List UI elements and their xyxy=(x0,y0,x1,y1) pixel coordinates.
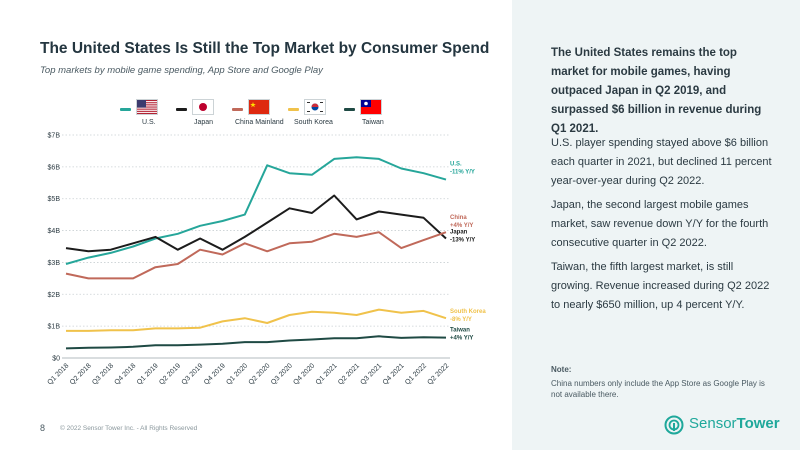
chart-series xyxy=(65,156,447,350)
insight-paragraph: Taiwan, the fifth largest market, is sti… xyxy=(551,261,770,311)
series-end-labels: U.S. -11% Y/Y Japan -13% Y/Y China +4% Y/Y Sou… xyxy=(450,162,486,342)
chart-grid xyxy=(62,134,450,359)
end-change-south-korea: -8% Y/Y xyxy=(450,317,472,323)
note-label: Note: xyxy=(551,365,572,374)
x-tick-label: Q3 2018 xyxy=(91,362,115,386)
x-tick-label: Q3 2019 xyxy=(181,362,205,386)
x-tick-label: Q1 2020 xyxy=(225,362,249,386)
us-flag-icon xyxy=(136,99,158,115)
taiwan-flag-icon xyxy=(360,99,382,115)
x-tick-label: Q2 2021 xyxy=(337,362,361,386)
legend-swatch-japan xyxy=(176,108,187,111)
china-flag-icon xyxy=(248,99,270,115)
series-line-china xyxy=(65,231,447,280)
end-label-japan: Japan xyxy=(450,230,468,236)
x-tick-label: Q1 2021 xyxy=(315,362,339,386)
page-title: The United States Is Still the Top Marke… xyxy=(40,40,490,57)
y-tick-label: $0 xyxy=(52,356,60,363)
legend-label-japan: Japan xyxy=(194,119,214,126)
x-tick-label: Q3 2020 xyxy=(270,362,294,386)
legend-label-china: China Mainland xyxy=(235,119,284,126)
series-line-taiwan xyxy=(65,335,447,350)
end-change-china: +4% Y/Y xyxy=(450,223,473,229)
x-tick-label: Q4 2020 xyxy=(292,362,316,386)
legend-label-us: U.S. xyxy=(142,119,156,126)
insights-panel xyxy=(512,0,800,450)
end-change-taiwan: +4% Y/Y xyxy=(450,336,473,342)
chart-legend: U.S. Japan China Mainland xyxy=(110,99,490,133)
end-change-u-s-: -11% Y/Y xyxy=(450,170,475,176)
chart-panel xyxy=(0,0,512,450)
x-tick-label: Q1 2019 xyxy=(136,362,160,386)
x-tick-label: Q2 2018 xyxy=(69,362,93,386)
y-tick-label: $3B xyxy=(48,260,61,267)
x-tick-label: Q4 2021 xyxy=(382,362,406,386)
x-tick-label: Q1 2022 xyxy=(404,362,428,386)
page-subtitle: Top markets by mobile game spending, App… xyxy=(40,65,323,76)
x-tick-label: Q3 2021 xyxy=(359,362,383,386)
end-label-china: China xyxy=(450,215,467,221)
y-axis-ticks: $0 $1B $2B $3B $4B $5B $6B $7B xyxy=(48,133,61,363)
y-tick-label: $4B xyxy=(48,228,61,235)
sensor-tower-logo-icon xyxy=(664,415,684,435)
y-tick-label: $6B xyxy=(48,164,61,171)
south-korea-flag-icon xyxy=(304,99,326,115)
end-label-south-korea: South Korea xyxy=(450,309,486,315)
japan-flag-icon xyxy=(192,99,214,115)
x-tick-label: Q1 2018 xyxy=(46,362,70,386)
note-text: China numbers only include the App Store… xyxy=(551,379,765,399)
sensor-tower-logo: SensorTower xyxy=(664,413,784,437)
y-tick-label: $1B xyxy=(48,324,61,331)
brand-name: SensorTower xyxy=(689,415,780,432)
end-label-taiwan: Taiwan xyxy=(450,328,470,334)
legend-swatch-us xyxy=(120,108,131,111)
series-line-south-korea xyxy=(66,308,447,332)
y-tick-label: $5B xyxy=(48,196,61,203)
series-line-japan xyxy=(65,194,447,253)
x-tick-label: Q2 2019 xyxy=(158,362,182,386)
x-tick-label: Q4 2019 xyxy=(203,362,227,386)
x-tick-label: Q2 2022 xyxy=(426,362,450,386)
end-change-japan: -13% Y/Y xyxy=(450,238,475,244)
series-line-u-s- xyxy=(65,156,447,265)
x-tick-label: Q2 2020 xyxy=(248,362,272,386)
legend-label-taiwan: Taiwan xyxy=(362,119,384,126)
insight-paragraph: U.S. player spending stayed above $6 bil… xyxy=(551,137,772,187)
insight-headline: The United States remains the top market… xyxy=(551,47,762,135)
legend-swatch-south-korea xyxy=(288,108,299,111)
copyright: © 2022 Sensor Tower Inc. - All Rights Re… xyxy=(60,425,198,432)
end-label-u-s-: U.S. xyxy=(450,162,462,168)
page-number: 8 xyxy=(40,423,46,433)
x-tick-label: Q4 2018 xyxy=(114,362,138,386)
legend-label-south-korea: South Korea xyxy=(294,119,333,126)
insight-paragraph: Japan, the second largest mobile games m… xyxy=(551,199,769,249)
y-tick-label: $2B xyxy=(48,292,61,299)
y-tick-label: $7B xyxy=(48,133,61,140)
legend-swatch-china xyxy=(232,108,243,111)
legend-swatch-taiwan xyxy=(344,108,355,111)
